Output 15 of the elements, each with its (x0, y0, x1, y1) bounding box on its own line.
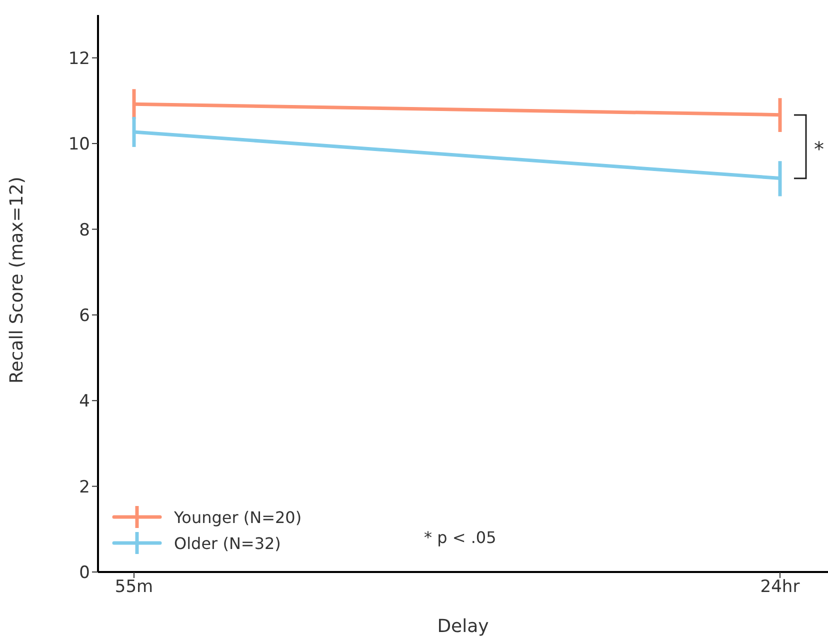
x-tick-label: 24hr (760, 577, 800, 598)
annotation: * p < .05 (424, 528, 496, 547)
y-tick-label: 6 (79, 306, 90, 326)
y-tick-label: 12 (68, 48, 90, 69)
y-tick-label: 4 (79, 392, 90, 412)
annotation: * (814, 136, 824, 161)
y-tick-label: 2 (79, 477, 90, 498)
y-tick-label: 8 (79, 220, 90, 240)
x-axis-title: Delay (437, 616, 490, 637)
legend-label: Younger (N=20) (174, 508, 302, 526)
y-tick-label: 0 (79, 563, 90, 584)
y-tick-label: 10 (68, 134, 90, 155)
legend-label: Older (N=32) (174, 534, 281, 552)
y-axis-title: Recall Score (max=12) (6, 176, 28, 384)
x-tick-label: 55m (114, 577, 154, 598)
